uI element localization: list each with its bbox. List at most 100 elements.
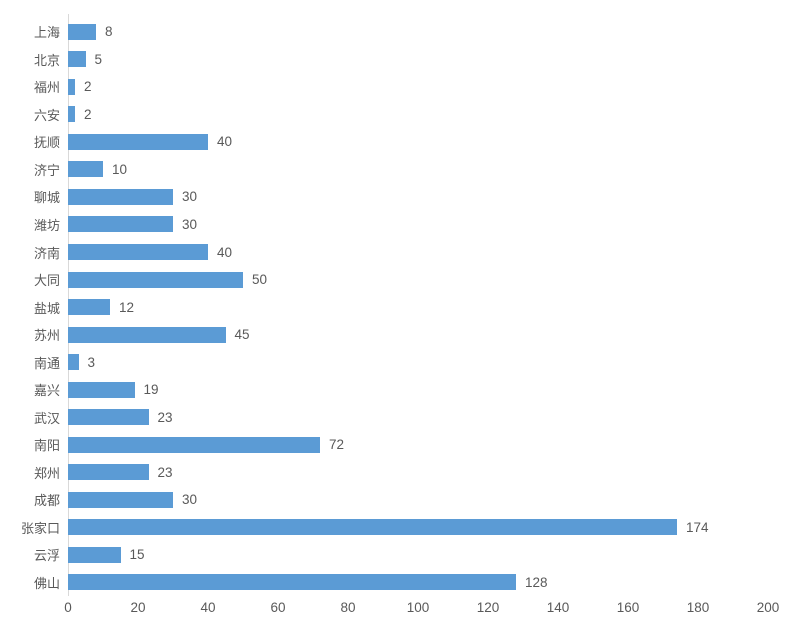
bar-track: 23 — [68, 409, 800, 426]
chart-row: 上海 8 — [0, 18, 800, 46]
x-axis-tick-label: 0 — [64, 600, 72, 615]
value-label: 30 — [182, 216, 198, 232]
category-label: 嘉兴 — [33, 383, 60, 399]
chart-row: 郑州 23 — [0, 459, 800, 487]
bar-track: 30 — [68, 491, 800, 508]
chart-row: 抚顺 40 — [0, 128, 800, 156]
bar-track: 5 — [68, 51, 800, 68]
category-label: 聊城 — [33, 190, 60, 206]
bar — [68, 216, 173, 233]
value-label: 40 — [217, 244, 233, 260]
chart-row: 佛山 128 — [0, 569, 800, 597]
chart-row: 聊城 30 — [0, 183, 800, 211]
chart-row: 潍坊 30 — [0, 211, 800, 239]
category-label: 福州 — [33, 80, 60, 96]
value-label: 15 — [129, 547, 145, 563]
chart-row: 苏州 45 — [0, 321, 800, 349]
value-label: 23 — [157, 409, 173, 425]
category-label: 济南 — [33, 245, 60, 261]
x-axis-tick-label: 20 — [130, 600, 146, 615]
value-label: 19 — [143, 382, 159, 398]
value-label: 40 — [217, 134, 233, 150]
chart-row: 南通 3 — [0, 348, 800, 376]
chart-rows: 上海 8 北京 5 福州 2 六安 2 抚顺 40 济宁 10 聊城 30 潍坊 30 济南 40 大同 50 盐城 12… — [0, 18, 800, 596]
chart-row: 云浮 15 — [0, 541, 800, 569]
value-label: 50 — [252, 272, 268, 288]
chart-row: 武汉 23 — [0, 403, 800, 431]
chart-row: 嘉兴 19 — [0, 376, 800, 404]
category-label: 六安 — [33, 107, 60, 123]
bar — [68, 244, 208, 261]
value-label: 8 — [105, 24, 113, 40]
bar — [68, 133, 208, 150]
bar-track: 3 — [68, 354, 800, 371]
bar-track: 2 — [68, 106, 800, 123]
bar — [68, 23, 96, 40]
bar — [68, 519, 677, 536]
chart-row: 大同 50 — [0, 266, 800, 294]
value-label: 128 — [525, 574, 548, 590]
value-label: 5 — [94, 51, 103, 67]
bar-track: 10 — [68, 161, 800, 178]
chart-row: 盐城 12 — [0, 293, 800, 321]
bar — [68, 409, 149, 426]
category-label: 抚顺 — [33, 135, 60, 151]
bar — [68, 299, 110, 316]
x-axis: 0 20 40 60 80 100 120 140 160 180 200 — [0, 600, 800, 620]
category-label: 成都 — [33, 493, 60, 509]
bar-track: 50 — [68, 271, 800, 288]
bar — [68, 326, 226, 343]
category-label: 张家口 — [20, 520, 60, 536]
bar — [68, 574, 516, 591]
category-label: 苏州 — [33, 328, 60, 344]
bar-track: 8 — [68, 23, 800, 40]
category-label: 北京 — [33, 52, 60, 68]
chart-row: 福州 2 — [0, 73, 800, 101]
value-label: 174 — [686, 519, 709, 535]
chart-row: 张家口 174 — [0, 514, 800, 542]
x-axis-tick-label: 200 — [756, 600, 780, 615]
bar — [68, 491, 173, 508]
category-label: 大同 — [33, 273, 60, 289]
chart-row: 成都 30 — [0, 486, 800, 514]
bar-track: 174 — [68, 519, 800, 536]
chart-row: 北京 5 — [0, 46, 800, 74]
bar-track: 128 — [68, 574, 800, 591]
x-axis-tick-label: 100 — [406, 600, 430, 615]
x-axis-tick-label: 40 — [200, 600, 216, 615]
bar — [68, 51, 86, 68]
chart-row: 济南 40 — [0, 238, 800, 266]
bar — [68, 271, 243, 288]
category-label: 上海 — [33, 25, 60, 41]
bar — [68, 188, 173, 205]
value-label: 10 — [112, 161, 128, 177]
bar-track: 15 — [68, 546, 800, 563]
value-label: 23 — [157, 464, 173, 480]
category-label: 武汉 — [33, 410, 60, 426]
bar-track: 72 — [68, 436, 800, 453]
bar — [68, 436, 320, 453]
bar-track: 23 — [68, 464, 800, 481]
category-label: 济宁 — [33, 162, 60, 178]
bar — [68, 78, 75, 95]
x-axis-tick-label: 60 — [270, 600, 286, 615]
bar-track: 45 — [68, 326, 800, 343]
category-label: 南通 — [33, 355, 60, 371]
bar — [68, 546, 121, 563]
category-label: 潍坊 — [33, 217, 60, 233]
category-label: 盐城 — [33, 300, 60, 316]
value-label: 2 — [84, 79, 92, 95]
value-label: 3 — [87, 354, 96, 370]
bar — [68, 464, 149, 481]
x-axis-tick-label: 120 — [476, 600, 500, 615]
value-label: 12 — [119, 299, 135, 315]
bar-track: 40 — [68, 133, 800, 150]
chart-row: 济宁 10 — [0, 156, 800, 184]
value-label: 72 — [329, 437, 345, 453]
x-axis-tick-label: 80 — [340, 600, 356, 615]
bar-track: 30 — [68, 216, 800, 233]
category-label: 南阳 — [33, 438, 60, 454]
category-label: 郑州 — [33, 465, 60, 481]
value-label: 45 — [234, 327, 250, 343]
